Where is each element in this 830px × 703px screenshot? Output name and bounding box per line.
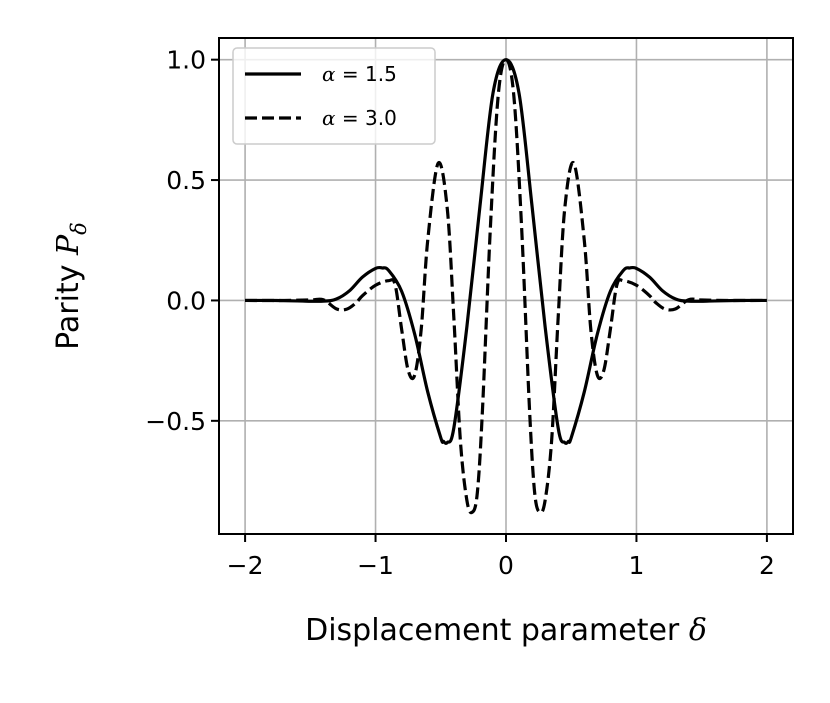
x-tick-label: −1 [357, 551, 394, 580]
y-tick-label: 0.5 [166, 166, 206, 195]
x-tick-label: 1 [629, 551, 645, 580]
y-tick-label: 1.0 [166, 46, 206, 75]
y-axis-label: Parity Pδ [51, 222, 91, 350]
y-tick-label: 0.0 [166, 286, 206, 315]
x-axis-label: Displacement parameter δ [305, 613, 707, 648]
series-line-alpha-3-0 [245, 58, 767, 515]
legend-box [232, 47, 436, 145]
y-tick-label: −0.5 [145, 407, 206, 436]
series-lines [245, 58, 767, 515]
x-tick-label: 2 [759, 551, 775, 580]
series-line-alpha-1-5 [245, 58, 767, 445]
axis-ticks: −2 −1 0 1 2 −0.5 0.0 0.5 1.0 [145, 46, 775, 580]
legend-entry-alpha-3-0: α = 3.0 [322, 106, 397, 130]
legend: α = 1.5 α = 3.0 [232, 47, 436, 145]
legend-entry-alpha-1-5: α = 1.5 [322, 62, 397, 86]
x-tick-label: 0 [498, 551, 514, 580]
x-tick-label: −2 [227, 551, 264, 580]
